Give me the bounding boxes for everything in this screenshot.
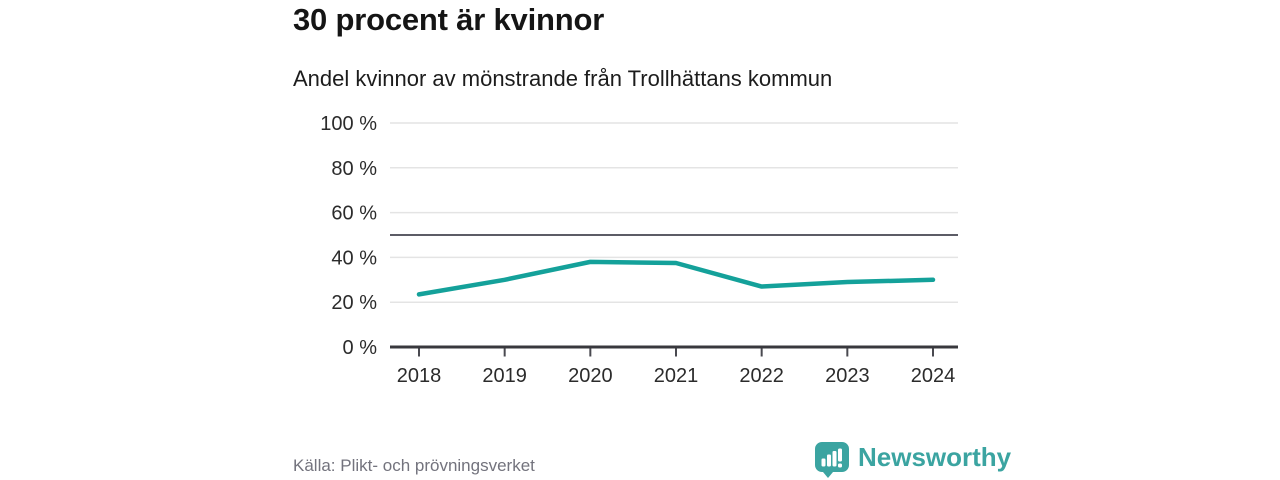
x-axis-label: 2020 <box>568 365 613 387</box>
x-axis-label: 2018 <box>397 365 442 387</box>
x-axis-label: 2021 <box>654 365 699 387</box>
chart-title: 30 procent är kvinnor <box>293 2 605 37</box>
y-axis-label: 20 % <box>331 292 377 314</box>
source-note: Källa: Plikt- och prövningsverket <box>293 456 535 475</box>
y-axis-label: 40 % <box>331 247 377 269</box>
newsworthy-logo-text: Newsworthy <box>858 442 1012 472</box>
x-axis-label: 2024 <box>911 365 956 387</box>
line-chart: 0 % 20 % 40 % 60 % 80 % 100 % 2018 2019 2020 2021… <box>320 113 958 387</box>
data-line <box>416 259 936 297</box>
x-axis-label: 2019 <box>482 365 526 387</box>
y-axis-label: 60 % <box>331 203 377 225</box>
x-axis-label: 2022 <box>739 365 784 387</box>
newsworthy-logo: Newsworthy <box>814 441 1011 479</box>
y-axis-label: 80 % <box>331 158 377 180</box>
chart-subtitle: Andel kvinnor av mönstrande från Trollhä… <box>293 66 833 91</box>
x-axis-label: 2023 <box>825 365 870 387</box>
newsworthy-logo-icon <box>815 442 849 478</box>
y-axis-label: 0 % <box>343 337 378 359</box>
y-axis-label: 100 % <box>320 113 377 135</box>
